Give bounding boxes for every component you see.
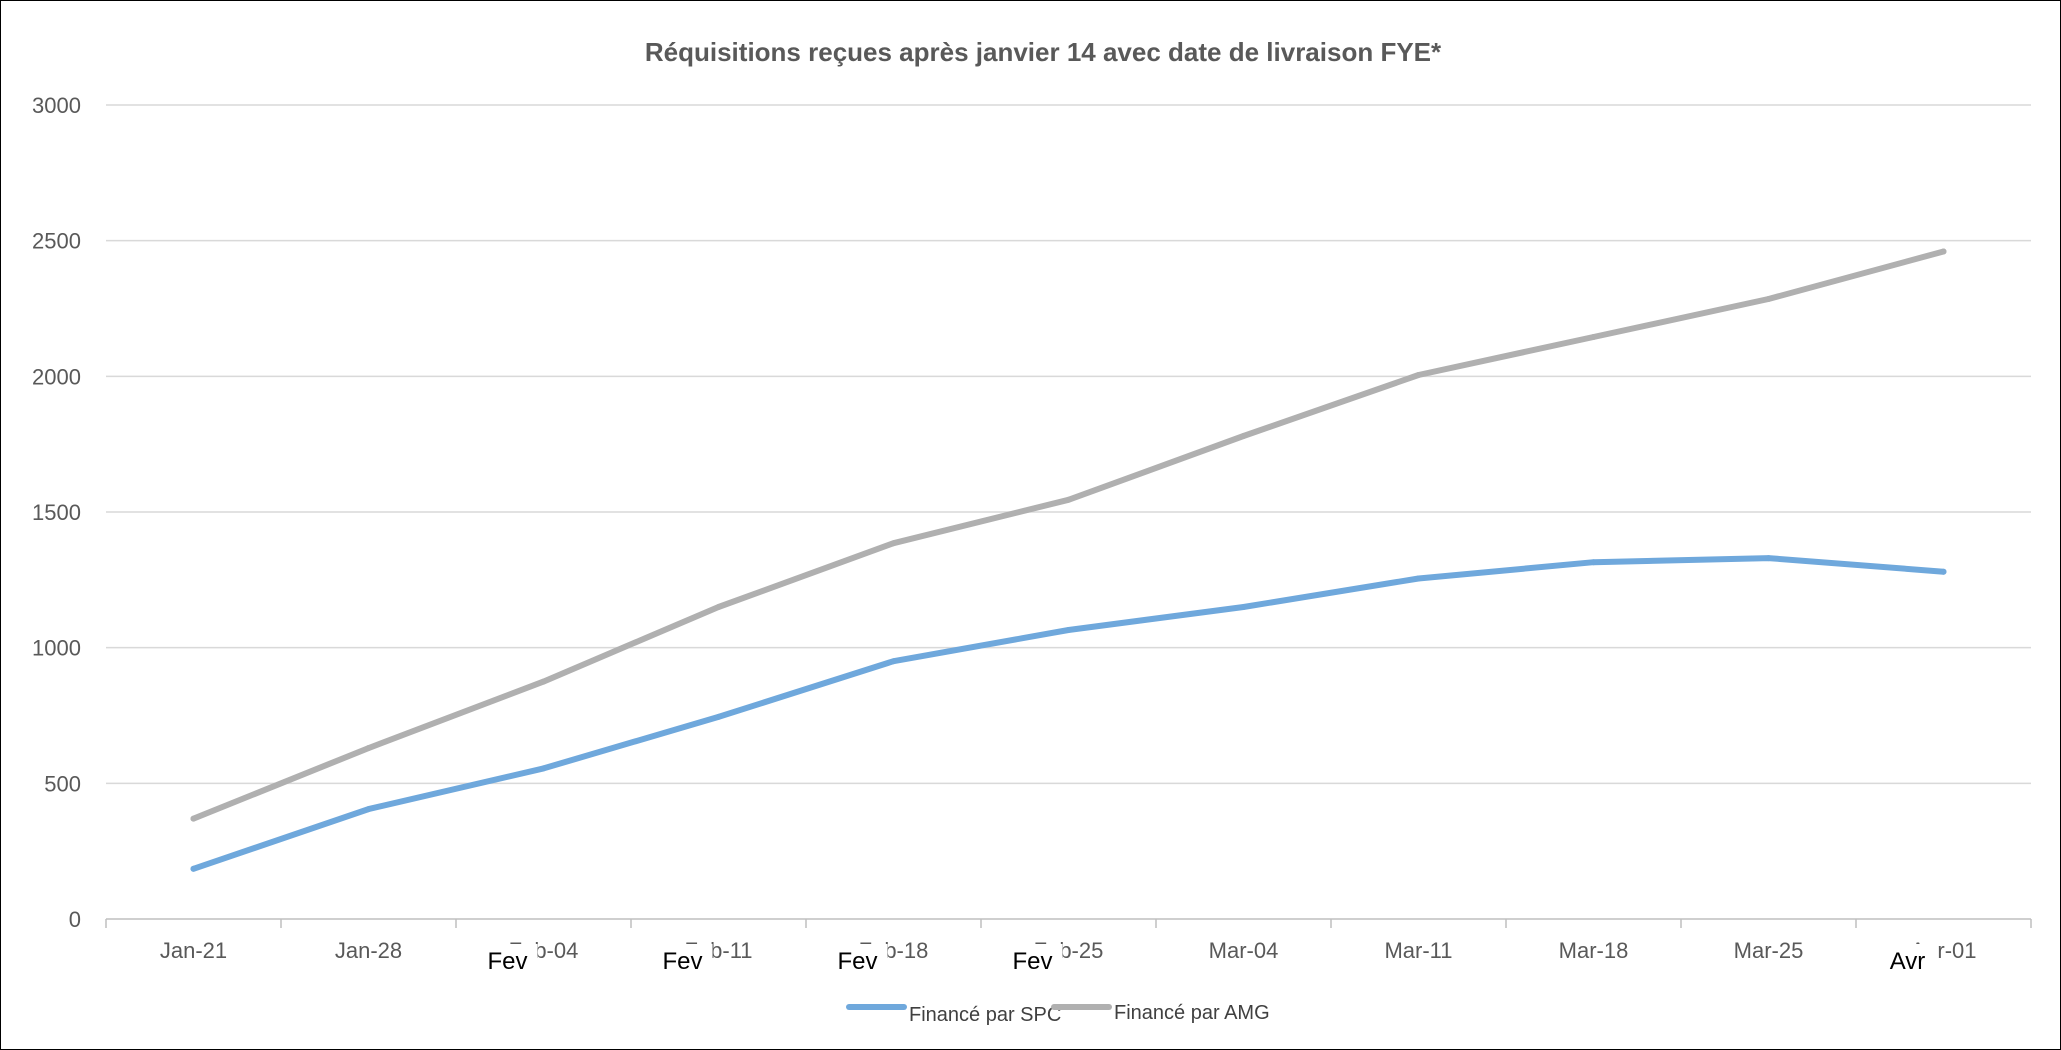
series-0-point	[890, 658, 897, 665]
x-tick-label: Jan-28	[335, 938, 402, 963]
y-tick-label: 2000	[32, 364, 81, 389]
y-tick-label: 500	[44, 771, 81, 796]
series-0-point	[1240, 603, 1247, 610]
x-tick-overlay-mask	[827, 944, 888, 970]
series-0-point	[1940, 568, 1947, 575]
x-tick-overlay-label: Fev	[1012, 948, 1052, 975]
x-tick-overlay-mask	[477, 944, 538, 970]
y-tick-label: 0	[69, 907, 81, 932]
series-0-point	[540, 765, 547, 772]
x-tick-label: Mar-25	[1734, 938, 1804, 963]
series-1-point	[715, 603, 722, 610]
gridlines	[106, 104, 2031, 785]
series-1-point	[365, 745, 372, 752]
series-1-point	[190, 815, 197, 822]
series-0-point	[1590, 559, 1597, 566]
legend-label-1: Financé par AMG	[1114, 1002, 1270, 1024]
series-1-point	[1415, 371, 1422, 378]
series-1-point	[540, 678, 547, 685]
series-lines	[190, 248, 1947, 872]
x-tick-label: Mar-04	[1209, 938, 1279, 963]
series-1-point	[1065, 496, 1072, 503]
x-tick-label: Jan-21	[160, 938, 227, 963]
series-1-point	[1240, 433, 1247, 440]
x-tick-label: Mar-18	[1559, 938, 1629, 963]
chart-title: Réquisitions reçues après janvier 14 ave…	[645, 37, 1442, 67]
y-tick-label: 3000	[32, 93, 81, 118]
series-0-point	[715, 713, 722, 720]
x-tick-overlay-label: Fev	[837, 948, 877, 975]
x-tick-overlay-mask	[652, 944, 713, 970]
legend-label-0: Financé par SPC	[909, 1004, 1061, 1026]
y-tick-label: 1000	[32, 636, 81, 661]
series-0-point	[1065, 627, 1072, 634]
x-tick-overlay-label: Fev	[662, 948, 702, 975]
series-1-point	[1765, 296, 1772, 303]
series-1-point	[890, 540, 897, 547]
x-tick-overlay-mask	[1877, 944, 1938, 970]
series-line-1	[190, 248, 1947, 822]
x-tick-overlay-mask	[1002, 944, 1063, 970]
series-0-point	[1765, 555, 1772, 562]
x-tick-overlay-label: Avr	[1890, 948, 1926, 975]
series-0-point	[190, 865, 197, 872]
x-tick-overlay-label: Fev	[487, 948, 527, 975]
series-0-point	[1415, 575, 1422, 582]
y-tick-label: 2500	[32, 229, 81, 254]
series-0-point	[365, 806, 372, 813]
y-axis-tick-labels: 0 500 1000 1500 2000 2500 3000	[32, 93, 81, 932]
x-tick-label: Mar-11	[1384, 938, 1452, 963]
series-1-point	[1940, 248, 1947, 255]
y-tick-label: 1500	[32, 500, 81, 525]
series-1-point	[1590, 333, 1597, 340]
legend: Financé par SPC Financé par AMG	[846, 1002, 1270, 1026]
